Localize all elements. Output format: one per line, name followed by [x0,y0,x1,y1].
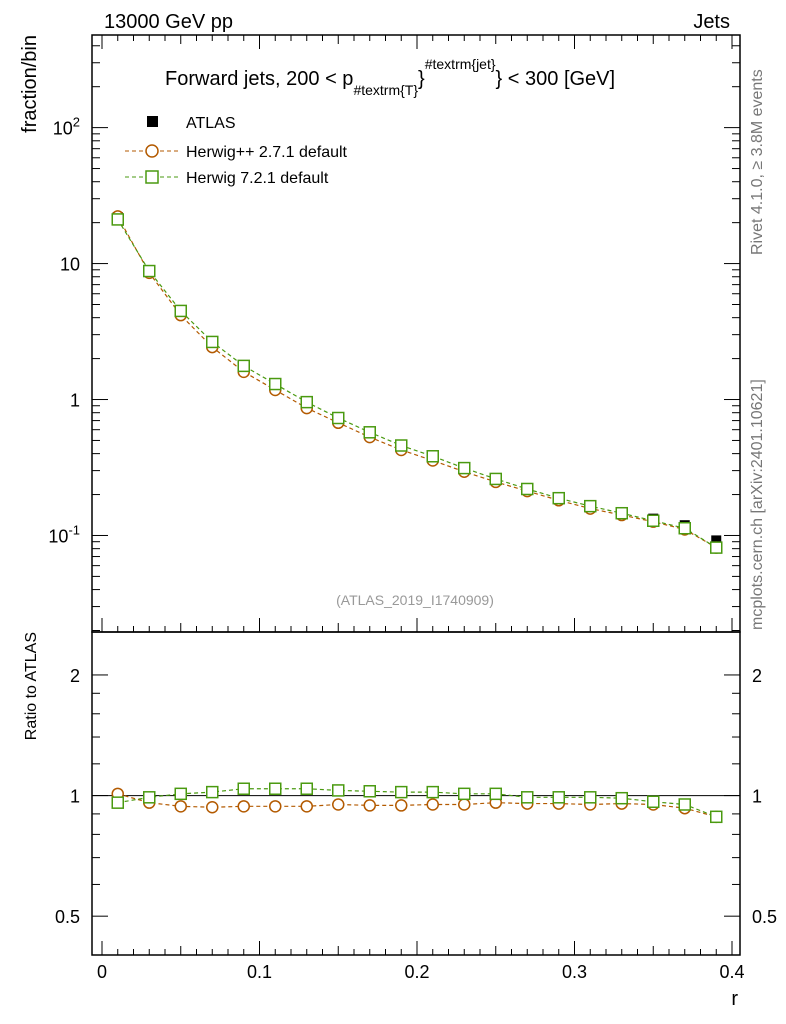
herwig7-ratio-point [552,791,565,804]
herwig7-point [489,472,502,486]
herwig7-ratio-point [395,785,408,799]
herwigpp-ratio-point [332,798,345,811]
herwig7-point [143,264,156,278]
herwig7-point [237,359,250,373]
legend-marker-herwig7 [145,170,159,184]
herwig7-point [710,541,723,554]
herwigpp-ratio-point [363,799,376,812]
y-axis-label: fraction/bin [19,35,41,133]
ratio-tick-label-right: 2 [752,666,762,686]
herwigpp-ratio-point [426,798,439,811]
ratio-tick-label-right: 1 [752,787,762,807]
herwig7-ratio-point [489,787,502,801]
ratio-frame [91,631,741,956]
herwig7-point [615,506,628,520]
header-left: 13000 GeV pp [104,11,233,33]
atlas-point [711,535,722,546]
x-tick-label: 0.3 [562,962,587,982]
herwig7-point [458,461,471,475]
legend-marker-herwigpp [145,144,159,158]
herwig7-ratio-point [678,798,691,811]
herwig7-point [269,377,282,391]
legend: ATLAS Herwig++ 2.7.1 default Herwig 7.2.… [125,115,348,187]
analysis-watermark: (ATLAS_2019_I1740909) [336,592,494,608]
herwigpp-line [117,216,717,549]
herwig7-ratio-point [174,787,187,801]
herwig7-point [332,411,345,425]
x-tick-label: 0.2 [404,962,429,982]
herwig7-point [300,395,313,409]
legend-label-herwig7: Herwig 7.2.1 default [186,170,329,187]
herwig7-ratio-point [710,810,723,824]
ratio-tick-label-right: 0.5 [752,907,777,927]
legend-label-atlas: ATLAS [186,115,236,132]
x-tick-label: 0.4 [719,962,744,982]
x-tick-label: 0 [97,962,107,982]
herwig7-ratio-point [363,785,376,798]
herwig7-point [552,491,565,505]
herwigpp-ratio-point [395,799,408,812]
herwig7-point [521,482,534,496]
herwig7-point [678,521,691,535]
herwig7-ratio-point [206,785,219,799]
chart-title: Forward jets, 200 < p#textrm{T}}#textrm{… [165,56,615,98]
herwigpp-ratio-point [237,800,250,813]
herwig7-point [111,213,124,226]
mcplots-label: mcplots.cern.ch [arXiv:2401.10621] [749,379,766,630]
x-tick-label: 0.1 [247,962,272,982]
herwig7-ratio-point [237,782,250,795]
herwig7-ratio-point [332,784,345,797]
herwig7-ratio-point [111,796,124,809]
herwig7-ratio-point [647,795,660,809]
x-axis-label: r [731,988,738,1010]
herwigpp-ratio-point [206,801,219,814]
y-tick-label: 10 [60,255,80,275]
y-tick-label: 1 [70,391,80,411]
herwig7-point [174,304,187,318]
legend-marker-atlas [147,116,158,127]
y-tick-label: 102 [53,115,80,139]
herwig7-point [426,450,439,463]
legend-label-herwigpp: Herwig++ 2.7.1 default [186,144,348,161]
herwig7-point [584,499,597,513]
herwigpp-ratio-point [458,798,471,811]
herwig7-ratio-point [269,782,282,795]
ratio-tick-label: 2 [70,666,80,686]
herwig7-ratio-point [426,785,439,799]
herwig7-ratio-point [521,791,534,804]
herwig7-point [363,426,376,439]
y-tick-label: 10-1 [48,522,80,546]
header-right: Jets [693,11,730,33]
herwigpp-ratio-point [174,800,187,813]
herwig7-point [395,439,408,452]
herwig7-ratio-point [300,782,313,795]
ratio-tick-label: 0.5 [55,907,80,927]
herwig7-point [647,514,660,527]
herwig7-ratio-point [615,791,628,805]
herwigpp-ratio-point [269,800,282,813]
ratio-tick-label: 1 [70,787,80,807]
ratio-axis-label: Ratio to ATLAS [23,632,40,740]
herwig7-ratio-point [584,791,597,804]
herwig7-ratio-point [143,791,156,804]
rivet-label: Rivet 4.1.0, ≥ 3.8M events [749,69,766,255]
herwig7-point [206,335,219,349]
herwig7-line [117,219,717,549]
herwig7-ratio-point [458,787,471,801]
herwigpp-ratio-point [300,800,313,813]
